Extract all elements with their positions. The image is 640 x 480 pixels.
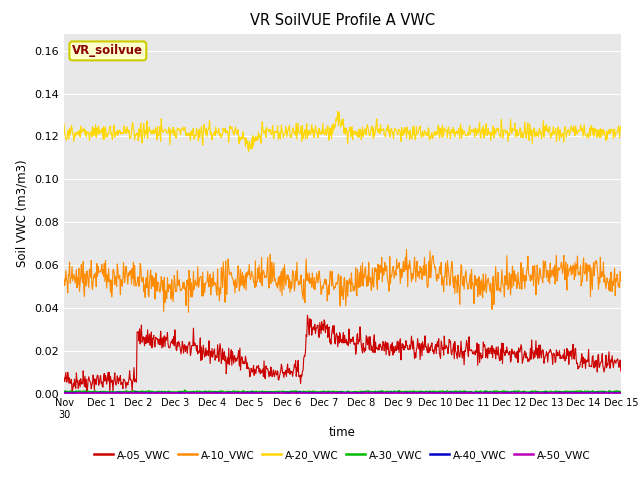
Text: VR_soilvue: VR_soilvue [72, 44, 143, 58]
A-40_VWC [60, 390, 68, 396]
A-10_VWC [121, 280, 129, 286]
A-50_VWC [617, 390, 625, 396]
X-axis label: time: time [329, 426, 356, 439]
A-30_VWC [60, 389, 68, 395]
A-05_VWC [617, 368, 625, 374]
A-30_VWC [542, 388, 550, 394]
A-10_VWC [299, 292, 307, 298]
A-05_VWC [60, 375, 68, 381]
A-30_VWC [458, 389, 465, 395]
A-30_VWC [213, 390, 221, 396]
A-20_VWC [299, 123, 307, 129]
A-20_VWC [334, 108, 342, 114]
Legend: A-05_VWC, A-10_VWC, A-20_VWC, A-30_VWC, A-40_VWC, A-50_VWC: A-05_VWC, A-10_VWC, A-20_VWC, A-30_VWC, … [90, 445, 595, 465]
A-20_VWC [617, 123, 625, 129]
A-40_VWC [132, 389, 140, 395]
A-05_VWC [122, 379, 129, 385]
A-30_VWC [300, 389, 307, 395]
A-10_VWC [403, 247, 410, 252]
A-20_VWC [121, 127, 129, 132]
A-05_VWC [481, 342, 488, 348]
Line: A-10_VWC: A-10_VWC [64, 250, 621, 312]
A-10_VWC [481, 288, 488, 294]
A-40_VWC [431, 391, 438, 396]
A-10_VWC [205, 274, 213, 279]
A-50_VWC [458, 390, 465, 396]
A-20_VWC [60, 121, 68, 127]
A-05_VWC [458, 348, 465, 354]
Line: A-20_VWC: A-20_VWC [64, 111, 621, 152]
A-50_VWC [299, 390, 307, 396]
A-50_VWC [132, 391, 140, 396]
A-20_VWC [244, 149, 252, 155]
A-20_VWC [458, 135, 465, 141]
A-10_VWC [617, 278, 625, 284]
A-40_VWC [542, 390, 550, 396]
A-20_VWC [542, 128, 550, 134]
A-05_VWC [303, 312, 311, 318]
A-50_VWC [368, 390, 376, 396]
A-05_VWC [299, 369, 307, 374]
A-30_VWC [121, 389, 129, 395]
A-40_VWC [617, 390, 625, 396]
A-05_VWC [542, 352, 550, 358]
A-50_VWC [542, 390, 550, 396]
A-20_VWC [205, 125, 212, 131]
A-10_VWC [60, 276, 68, 282]
A-50_VWC [205, 390, 213, 396]
A-10_VWC [458, 263, 465, 269]
Title: VR SoilVUE Profile A VWC: VR SoilVUE Profile A VWC [250, 13, 435, 28]
Line: A-05_VWC: A-05_VWC [64, 315, 621, 394]
Line: A-40_VWC: A-40_VWC [64, 392, 621, 394]
A-10_VWC [542, 263, 550, 268]
A-20_VWC [481, 126, 488, 132]
Line: A-50_VWC: A-50_VWC [64, 393, 621, 394]
A-40_VWC [121, 390, 129, 396]
A-40_VWC [481, 390, 488, 396]
A-40_VWC [299, 390, 307, 396]
A-50_VWC [60, 390, 68, 396]
A-10_VWC [185, 309, 193, 315]
A-05_VWC [106, 391, 114, 396]
A-30_VWC [181, 387, 189, 393]
A-50_VWC [481, 390, 488, 396]
A-40_VWC [205, 390, 213, 396]
A-30_VWC [617, 389, 625, 395]
A-40_VWC [458, 390, 465, 396]
A-30_VWC [205, 388, 213, 394]
Line: A-30_VWC: A-30_VWC [64, 390, 621, 393]
A-05_VWC [205, 346, 213, 352]
A-30_VWC [481, 389, 488, 395]
A-50_VWC [121, 390, 129, 396]
Y-axis label: Soil VWC (m3/m3): Soil VWC (m3/m3) [16, 160, 29, 267]
